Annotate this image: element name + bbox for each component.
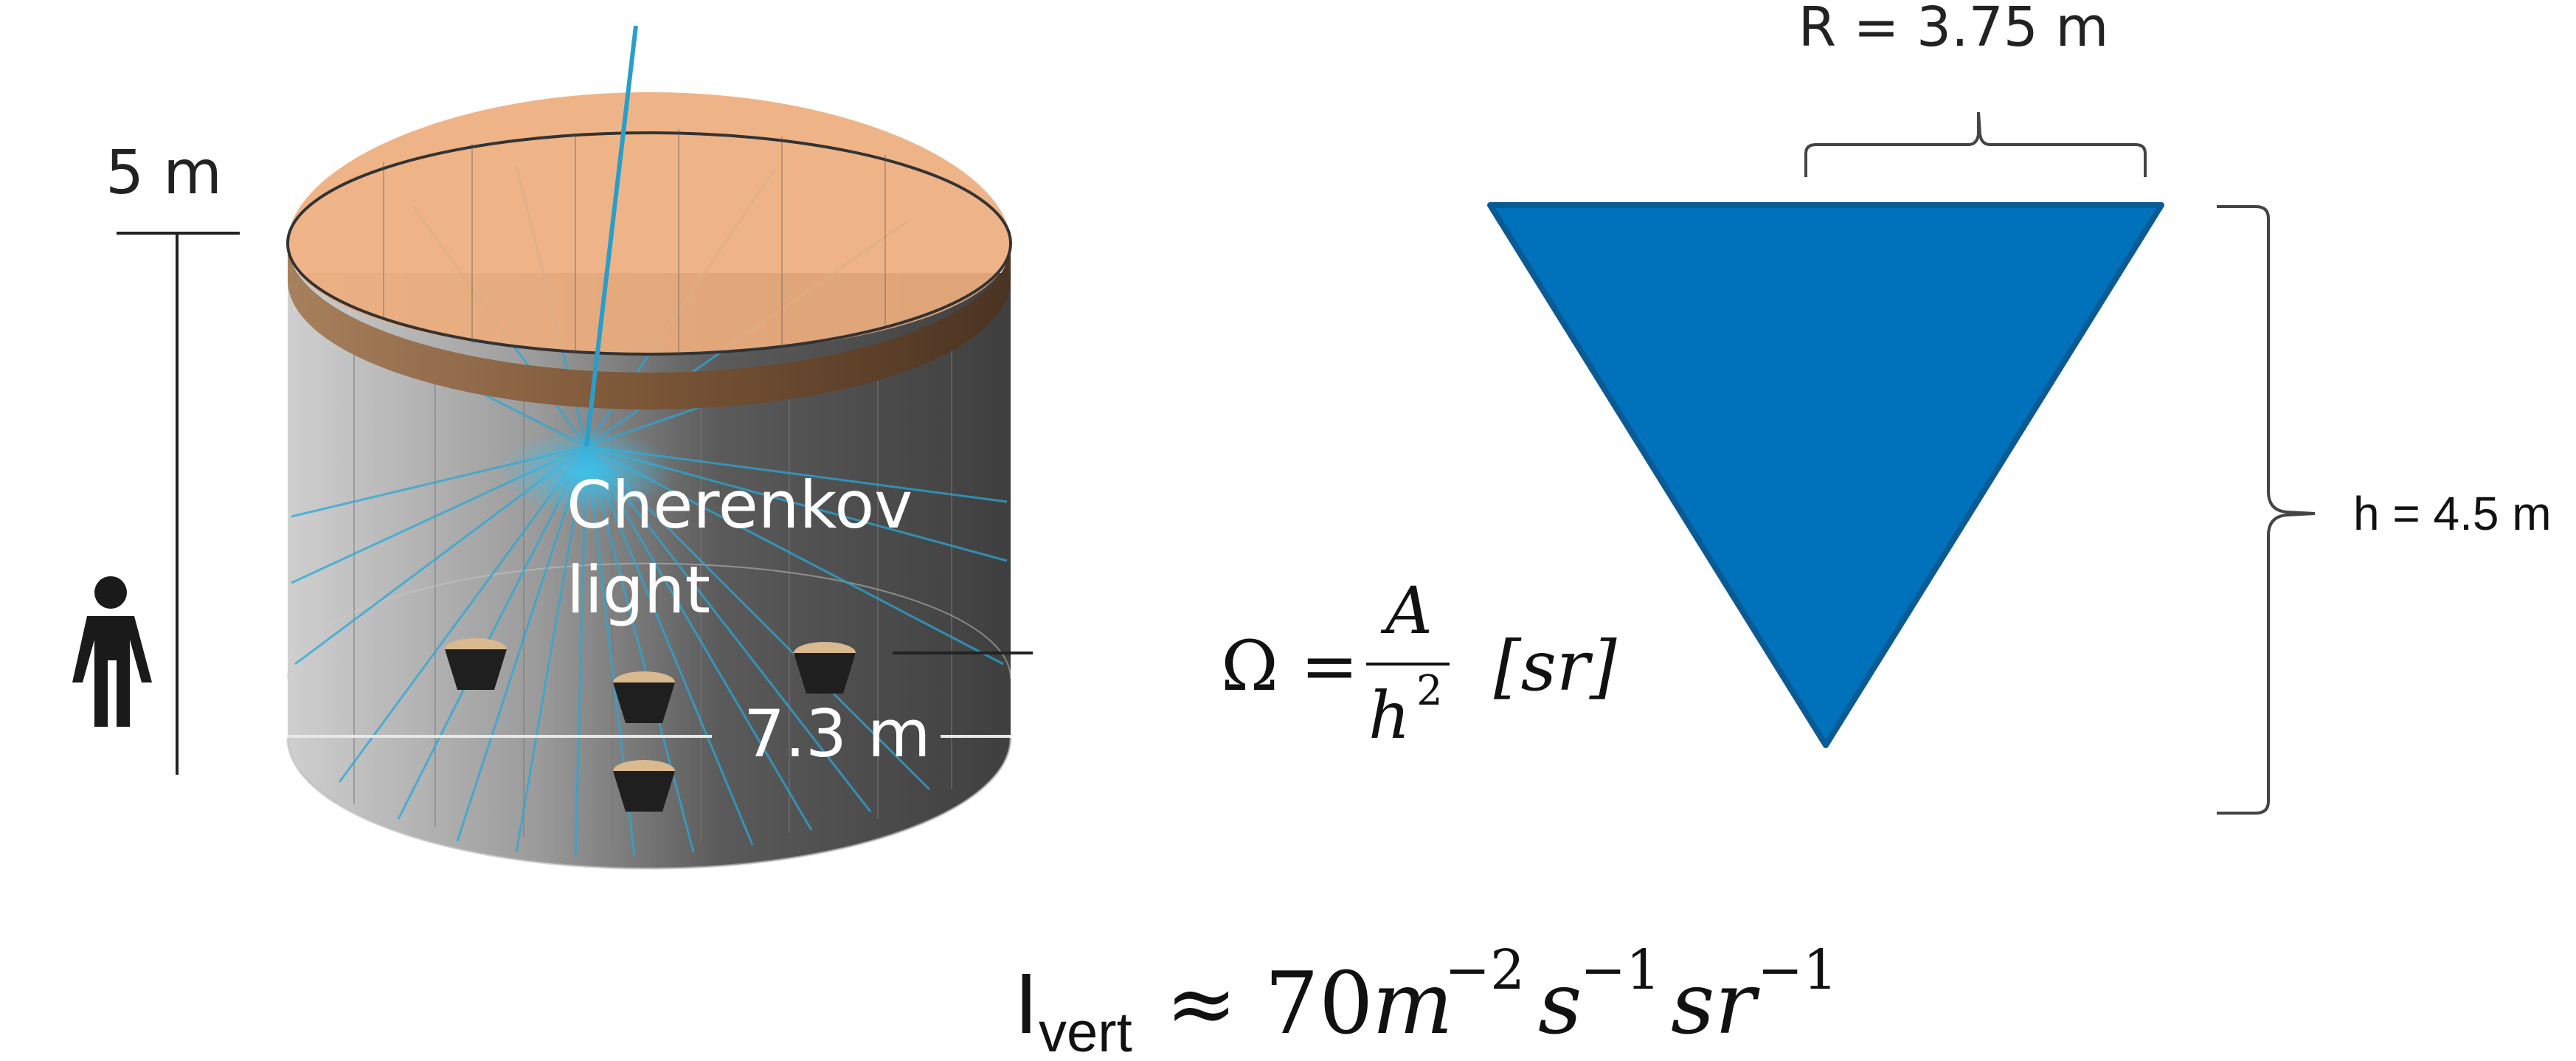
tank-rim — [288, 243, 1011, 409]
formula-lhs: Ω = — [1221, 626, 1359, 707]
unit-base-s: s — [1538, 954, 1582, 1054]
muon-track — [584, 25, 638, 447]
formula-numerator: A — [1380, 573, 1433, 649]
tank-height-label: 5 m — [105, 138, 222, 208]
cherenkov-label-line1: Cherenkov — [567, 467, 913, 543]
height-label: h = 4.5 m — [2353, 487, 2552, 540]
person-icon — [72, 576, 152, 727]
solid-angle-formula: Ω = A h 2 [sr] — [1221, 573, 1617, 753]
radius-label: R = 3.75 m — [1798, 0, 2109, 59]
tank-diameter-label: 7.3 m — [744, 696, 931, 772]
unit-exp-sr: −1 — [1757, 939, 1838, 1002]
viewing-cone — [1487, 202, 2164, 748]
intensity-symbol: I — [1014, 955, 1038, 1051]
height-brace — [2217, 205, 2316, 815]
radius-brace — [1804, 111, 2147, 177]
intensity-subscript: vert — [1039, 1001, 1132, 1061]
photomultiplier-icon — [445, 638, 507, 690]
formula-unit: [sr] — [1494, 626, 1617, 707]
unit-base-sr: sr — [1671, 954, 1761, 1054]
cherenkov-label-line2: light — [567, 552, 710, 628]
photomultiplier-icon — [613, 760, 675, 812]
unit-base-m: m — [1372, 954, 1453, 1054]
formula-denominator: h — [1368, 677, 1410, 753]
water-tank: Cherenkov light 7.3 m — [286, 25, 1033, 870]
photomultiplier-icon — [613, 671, 675, 723]
unit-exp-s: −1 — [1580, 939, 1661, 1002]
vertical-intensity-formula: I vert ≈ 70 m −2 s −1 sr −1 — [1014, 939, 1838, 1061]
intensity-approx: ≈ 70 — [1166, 954, 1374, 1054]
tank-body — [288, 273, 1011, 869]
formula-denominator-exponent: 2 — [1416, 667, 1443, 715]
unit-exp-m: −2 — [1444, 939, 1525, 1002]
photomultiplier-icon — [794, 642, 856, 694]
water-surface — [288, 92, 1011, 354]
